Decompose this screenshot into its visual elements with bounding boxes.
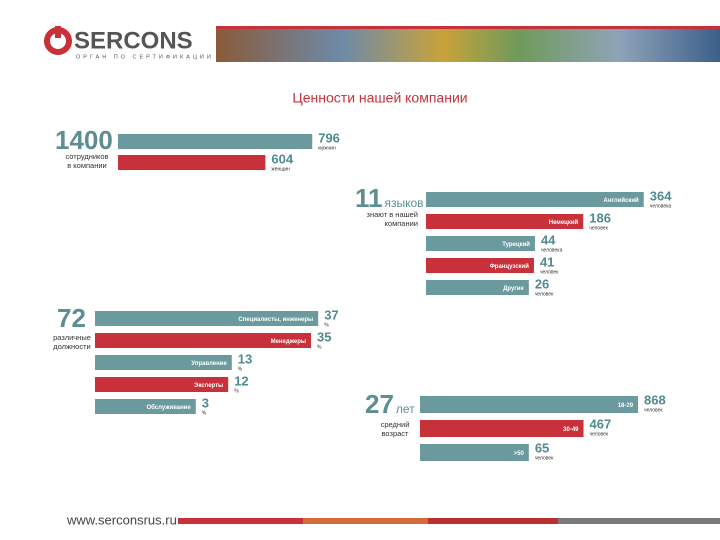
value-label: 26: [535, 276, 549, 291]
bar-label: Английский: [604, 197, 640, 204]
bar: [426, 258, 534, 273]
photo-strip-top: [216, 26, 720, 29]
value-label: 364: [650, 188, 672, 203]
total-unit: лет: [396, 402, 415, 416]
bar: [118, 134, 313, 149]
total-caption: средний: [381, 420, 410, 429]
bar: [420, 444, 529, 461]
value-unit: человек: [589, 225, 608, 231]
value-unit: %: [317, 344, 322, 350]
value-label: 868: [644, 392, 666, 407]
value-unit: человек: [590, 431, 609, 437]
logo-icon-bar: [55, 26, 61, 38]
total-caption: компании: [385, 219, 418, 228]
value-label: 467: [590, 416, 612, 431]
value-unit: человека: [541, 247, 563, 253]
total-caption: должности: [53, 342, 90, 351]
bar-label: Немецкий: [549, 219, 579, 226]
category-label: женщин: [271, 166, 290, 172]
value-unit: человек: [535, 455, 554, 461]
total-number: 1400: [55, 125, 113, 155]
logo: SERCONS ОРГАН ПО СЕРТИФИКАЦИИ: [44, 26, 214, 60]
value-unit: человека: [650, 203, 672, 209]
bar: [95, 311, 319, 326]
value-unit: %: [324, 322, 329, 328]
value-unit: %: [202, 410, 207, 416]
total-caption: в компании: [67, 161, 107, 170]
bar-label: 18-29: [618, 403, 634, 409]
logo-text: SERCONS: [74, 27, 193, 54]
bar: [420, 420, 584, 437]
value-label: 44: [541, 232, 556, 247]
bar-label: >50: [514, 451, 525, 457]
total-caption: возраст: [382, 429, 410, 438]
value-label: 3: [202, 395, 209, 410]
value-label: 12: [234, 373, 248, 388]
value-unit: человек: [535, 291, 554, 297]
value-label: 41: [540, 254, 554, 269]
bar-label: 30-49: [563, 427, 579, 433]
bar-label: Эксперты: [194, 383, 223, 389]
footer-line: [178, 518, 720, 524]
category-label: мужчин: [318, 145, 336, 151]
bar: [118, 155, 266, 170]
value-label: 37: [324, 307, 338, 322]
bar: [426, 236, 535, 251]
total-unit: языков: [385, 196, 424, 210]
bar-label: Менеджеры: [271, 339, 306, 345]
value-unit: человек: [540, 269, 559, 275]
bar: [95, 377, 229, 392]
total-number: 11: [355, 183, 383, 213]
total-caption: сотрудников: [65, 152, 108, 161]
total-caption: знают в нашей: [367, 210, 419, 219]
value-label: 186: [589, 210, 611, 225]
bar-label: Турецкий: [502, 241, 530, 248]
bar: [426, 192, 644, 207]
bar-label: Обслуживание: [146, 404, 191, 411]
footer-url: www.serconsrus.ru: [66, 512, 177, 527]
bar: [426, 280, 529, 295]
bar: [426, 214, 584, 229]
value-label: 604: [271, 151, 293, 166]
bar: [95, 399, 196, 414]
footer-bar: [303, 518, 428, 524]
value-label: 13: [238, 351, 252, 366]
photo-strip: [216, 26, 720, 62]
bar-label: Специалисты, инженеры: [238, 317, 313, 323]
total-number: 72: [57, 303, 86, 333]
value-label: 35: [317, 329, 331, 344]
value-unit: %: [238, 366, 243, 372]
total-caption: различные: [53, 333, 91, 342]
footer-bar: [428, 518, 558, 524]
value-unit: %: [234, 388, 239, 394]
bar: [95, 333, 311, 348]
total-number: 27: [365, 389, 394, 419]
value-label: 65: [535, 440, 549, 455]
value-label: 796: [318, 130, 340, 145]
bar-label: Управление: [191, 361, 227, 367]
footer-bar: [178, 518, 303, 524]
value-unit: человек: [644, 407, 663, 413]
bar-label: Другие: [503, 286, 524, 292]
bar-label: Французский: [490, 263, 530, 270]
bar: [95, 355, 232, 370]
logo-tagline: ОРГАН ПО СЕРТИФИКАЦИИ: [76, 54, 214, 60]
slide-title: Ценности нашей компании: [292, 90, 467, 106]
bar: [420, 396, 639, 413]
